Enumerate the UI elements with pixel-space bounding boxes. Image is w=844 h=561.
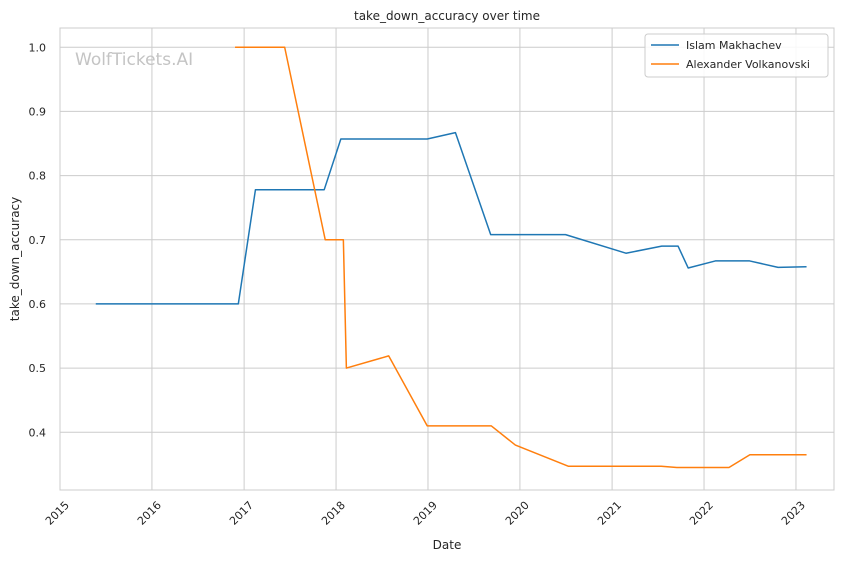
- series-line-islam-makhachev: [95, 131, 807, 305]
- chart-title: take_down_accuracy over time: [354, 9, 540, 23]
- series-line-alexander-volkanovski: [235, 46, 807, 469]
- legend-label-alexander-volkanovski: Alexander Volkanovski: [686, 58, 810, 71]
- y-axis-title: take_down_accuracy: [8, 197, 22, 321]
- y-tick-label-0-4: 0.4: [29, 426, 47, 439]
- y-tick-label-0-8: 0.8: [29, 170, 47, 183]
- y-tick-label-0-9: 0.9: [29, 105, 47, 118]
- y-tick-label-1-0: 1.0: [29, 41, 47, 54]
- y-tick-label-0-5: 0.5: [29, 362, 47, 375]
- watermark-text: WolfTickets.AI: [75, 50, 193, 70]
- series-group: [95, 46, 807, 469]
- legend-label-islam-makhachev: Islam Makhachev: [686, 39, 782, 52]
- legend-box: [644, 33, 829, 78]
- x-axis-title: Date: [433, 538, 462, 552]
- y-tick-label-0-6: 0.6: [29, 298, 47, 311]
- y-tick-label-0-7: 0.7: [29, 234, 47, 247]
- legend: Islam Makhachev Alexander Volkanovski: [644, 33, 829, 78]
- plot-frame: [59, 27, 835, 491]
